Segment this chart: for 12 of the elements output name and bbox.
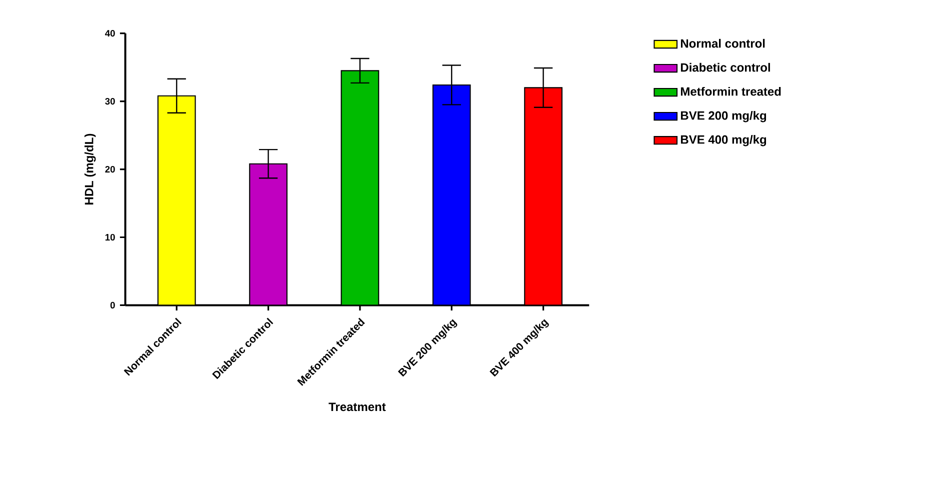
legend-label: Normal control <box>680 39 765 48</box>
x-axis-title: Treatment <box>328 402 386 412</box>
legend-label: Metformin treated <box>680 87 781 96</box>
y-tick-label: 20 <box>105 166 115 173</box>
y-tick-label: 40 <box>105 30 115 37</box>
legend-label: Diabetic control <box>680 63 770 72</box>
legend-label: BVE 200 mg/kg <box>680 111 766 122</box>
y-tick-label: 30 <box>105 98 115 105</box>
y-tick-label: 10 <box>105 234 115 241</box>
legend-label: BVE 400 mg/kg <box>680 135 766 146</box>
y-tick-label: 0 <box>110 302 115 309</box>
y-axis-title: HDL (mg/dL) <box>84 134 96 205</box>
